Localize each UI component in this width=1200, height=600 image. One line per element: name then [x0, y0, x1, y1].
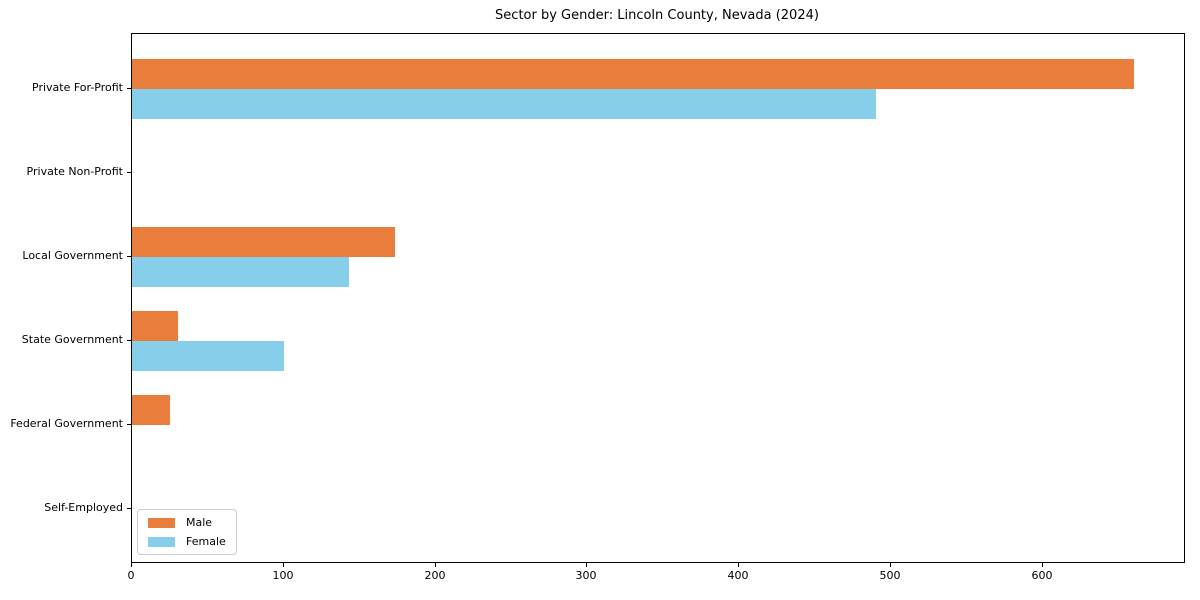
x-tick-mark	[131, 563, 132, 567]
chart-title: Sector by Gender: Lincoln County, Nevada…	[495, 8, 819, 23]
bar-female-private-for-profit	[132, 89, 876, 119]
legend-swatch-male	[148, 517, 175, 528]
x-tick-label: 200	[424, 569, 446, 582]
x-tick-mark	[435, 563, 436, 567]
legend-label-female: Female	[186, 535, 226, 548]
x-tick-label: 0	[127, 569, 135, 582]
y-tick-mark	[127, 340, 131, 341]
y-tick-mark	[127, 424, 131, 425]
x-tick-mark	[890, 563, 891, 567]
y-tick-label: Private Non-Profit	[26, 165, 123, 178]
bar-male-local-government	[132, 227, 395, 257]
x-tick-mark	[1042, 563, 1043, 567]
legend: Male Female	[137, 509, 237, 555]
legend-item-female: Female	[148, 535, 226, 548]
bar-female-state-government	[132, 341, 284, 371]
bar-male-private-for-profit	[132, 59, 1134, 89]
y-tick-mark	[127, 172, 131, 173]
legend-label-male: Male	[186, 516, 213, 529]
bar-female-local-government	[132, 257, 349, 287]
y-tick-label: Local Government	[22, 249, 123, 262]
x-tick-label: 300	[575, 569, 597, 582]
y-tick-label: Federal Government	[10, 417, 123, 430]
x-tick-mark	[586, 563, 587, 567]
y-tick-mark	[127, 256, 131, 257]
y-tick-mark	[127, 508, 131, 509]
x-tick-label: 400	[727, 569, 749, 582]
bar-male-federal-government	[132, 395, 170, 425]
x-tick-label: 100	[272, 569, 294, 582]
y-tick-label: Private For-Profit	[32, 81, 123, 94]
y-tick-label: State Government	[21, 333, 123, 346]
y-tick-label: Self-Employed	[44, 501, 123, 514]
x-tick-label: 600	[1031, 569, 1053, 582]
y-tick-mark	[127, 88, 131, 89]
x-tick-mark	[283, 563, 284, 567]
bar-male-state-government	[132, 311, 178, 341]
x-tick-label: 500	[879, 569, 901, 582]
legend-item-male: Male	[148, 516, 226, 529]
plot-area: Male Female	[131, 33, 1185, 563]
x-tick-mark	[738, 563, 739, 567]
legend-swatch-female	[148, 536, 175, 547]
